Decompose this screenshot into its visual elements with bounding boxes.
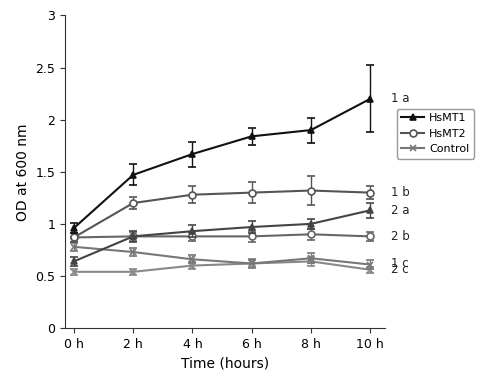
Text: 1 b: 1 b (392, 186, 410, 199)
Text: 2 c: 2 c (392, 263, 409, 276)
Text: 1 c: 1 c (392, 257, 409, 270)
Y-axis label: OD at 600 nm: OD at 600 nm (16, 123, 30, 220)
Legend: HsMT1, HsMT2, Control: HsMT1, HsMT2, Control (397, 108, 474, 159)
Text: 1 a: 1 a (392, 92, 410, 105)
Text: 2 b: 2 b (392, 230, 410, 243)
X-axis label: Time (hours): Time (hours) (181, 356, 269, 371)
Text: 2 a: 2 a (392, 204, 410, 217)
